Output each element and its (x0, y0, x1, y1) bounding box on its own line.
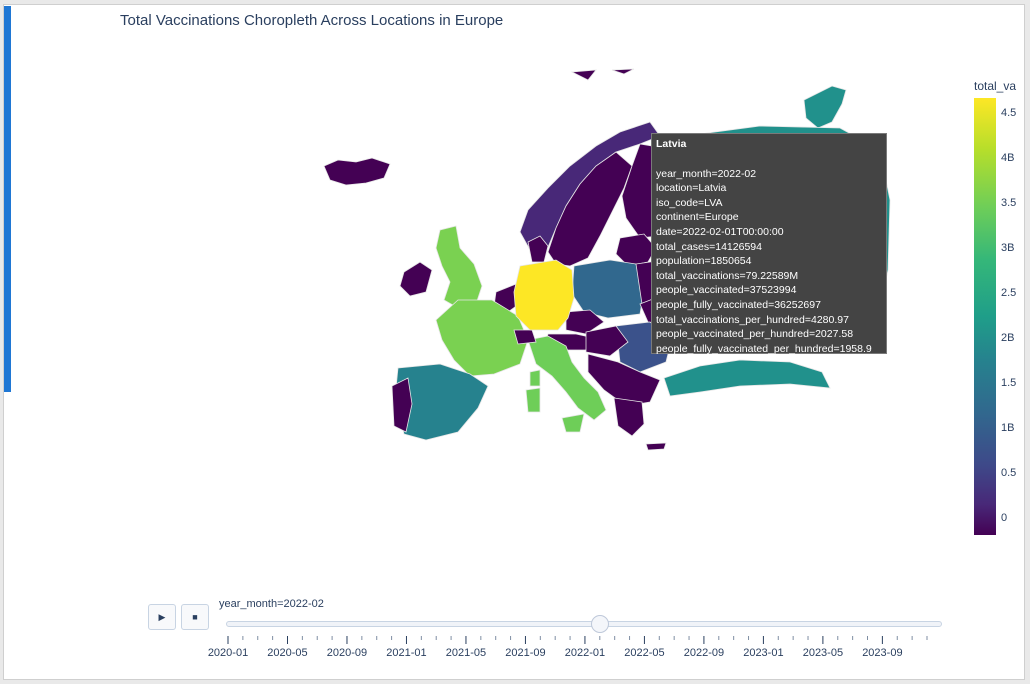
tooltip-line: continent=Europe (656, 211, 739, 224)
region-turkey[interactable] (663, 359, 831, 397)
tooltip-line: people_vaccinated=37523994 (656, 284, 797, 297)
tooltip-line: total_cases=14126594 (656, 240, 762, 253)
chart-title: Total Vaccinations Choropleth Across Loc… (120, 12, 504, 29)
tooltip-line: population=1850654 (656, 255, 752, 268)
region-hungary[interactable] (585, 325, 629, 357)
colorbar-tick: 3B (1001, 242, 1015, 254)
colorbar-tick: 0.5 (1001, 467, 1017, 479)
play-icon: ▶ (158, 611, 166, 622)
region-switzerland[interactable] (513, 329, 537, 345)
region-corsica[interactable] (529, 369, 541, 387)
tooltip-line: total_vaccinations_per_hundred=4280.97 (656, 313, 849, 326)
stop-button[interactable]: ■ (181, 604, 209, 630)
region-portugal[interactable] (391, 377, 413, 433)
colorbar-title: total_va (974, 79, 1017, 93)
slider-tick-label: 2020-09 (326, 647, 368, 659)
slider-tick-label: 2022-01 (564, 647, 606, 659)
colorbar-tick: 2B (1001, 332, 1015, 344)
colorbar-tick: 4.5 (1001, 107, 1017, 119)
slider-tick-label: 2021-05 (445, 647, 487, 659)
region-italy[interactable] (527, 335, 607, 421)
tooltip-line: iso_code=LVA (656, 196, 723, 209)
slider-tick-label: 2021-09 (505, 647, 546, 659)
region-ireland[interactable] (399, 261, 433, 297)
colorbar (974, 98, 996, 535)
stop-icon: ■ (192, 612, 198, 622)
region-denmark[interactable] (527, 235, 549, 263)
slider-tick-label: 2023-01 (743, 647, 784, 659)
region-arctic-islands[interactable] (570, 68, 635, 81)
region-svalbard[interactable] (803, 85, 847, 129)
tooltip-line: people_vaccinated_per_hundred=2027.58 (656, 328, 854, 341)
region-czechia[interactable] (565, 309, 605, 335)
region-poland[interactable] (571, 259, 645, 319)
region-sardinia[interactable] (525, 387, 541, 413)
hover-tooltip: Latvia year_month=2022-02 location=Latvi… (651, 133, 887, 355)
region-germany[interactable] (513, 259, 575, 331)
play-button[interactable]: ▶ (148, 604, 176, 630)
region-sicily[interactable] (561, 413, 585, 433)
slider-track[interactable] (226, 621, 942, 627)
slider-tick-label: 2023-05 (802, 647, 844, 659)
slider-current-value: year_month=2022-02 (219, 598, 324, 610)
accent-bar (4, 6, 11, 392)
colorbar-tick: 3.5 (1001, 197, 1017, 209)
slider-handle[interactable] (590, 615, 609, 633)
tooltip-line: date=2022-02-01T00:00:00 (656, 225, 784, 238)
region-greece[interactable] (613, 397, 645, 437)
colorbar-tick: 4B (1001, 152, 1015, 164)
colorbar-tick: 2.5 (1001, 287, 1017, 299)
tooltip-line: location=Latvia (656, 182, 727, 195)
region-iceland[interactable] (323, 157, 391, 186)
slider-tick-label: 2023-09 (862, 647, 903, 659)
colorbar-tick: 0 (1001, 512, 1008, 524)
slider-tick-label: 2022-09 (683, 647, 725, 659)
colorbar-tick: 1.5 (1001, 377, 1017, 389)
region-crete[interactable] (645, 442, 667, 451)
tooltip-line: total_vaccinations=79.22589M (656, 269, 799, 282)
colorbar-tick: 1B (1001, 422, 1015, 434)
slider-tick-label: 2020-05 (267, 647, 308, 659)
region-france[interactable] (435, 299, 529, 377)
slider-tick-label: 2022-05 (624, 647, 665, 659)
tooltip-line: people_fully_vaccinated=36252697 (656, 298, 821, 311)
tooltip-title: Latvia (656, 138, 687, 150)
region-balkans[interactable] (587, 353, 661, 407)
slider-tick-label: 2020-01 (207, 647, 249, 659)
slider-tick-label: 2021-01 (386, 647, 427, 659)
tooltip-line: year_month=2022-02 (656, 167, 757, 180)
tooltip-line: people_fully_vaccinated_per_hundred=1958… (656, 342, 872, 355)
